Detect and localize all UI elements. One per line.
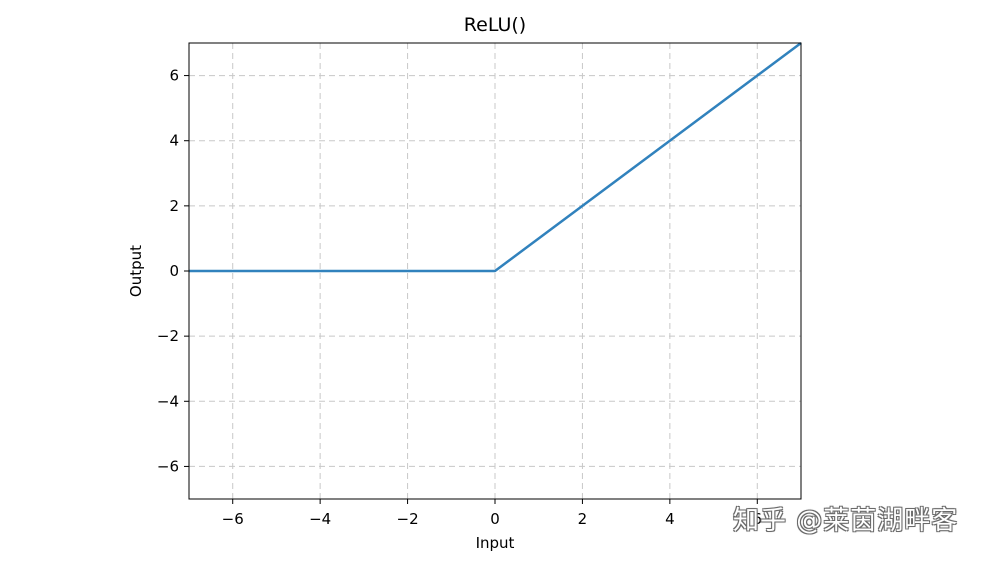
- grid-layer: [189, 43, 801, 499]
- x-tick-label: 2: [578, 510, 588, 528]
- y-tick-label: 0: [169, 262, 179, 280]
- y-tick-label: 6: [169, 67, 179, 85]
- chart-title: ReLU(): [464, 14, 526, 36]
- y-axis-label: Output: [127, 245, 145, 297]
- line-layer: [189, 41, 802, 273]
- x-tick-label: 0: [490, 510, 500, 528]
- x-tick-label: −6: [222, 510, 244, 528]
- y-tick-label: −2: [157, 327, 179, 345]
- tick-layer: −6 −4 −2 0 2 4 6 −6 −4 −2 0 2 4 6: [157, 67, 762, 528]
- x-tick-label: 6: [753, 510, 763, 528]
- x-tick-label: −2: [397, 510, 419, 528]
- relu-series-line: [189, 41, 802, 273]
- y-tick-label: 4: [169, 132, 179, 150]
- x-tick-label: −4: [309, 510, 331, 528]
- y-tick-label: −4: [157, 392, 179, 410]
- y-tick-label: 2: [169, 197, 179, 215]
- y-tick-label: −6: [157, 457, 179, 475]
- x-axis-label: Input: [476, 534, 515, 552]
- x-tick-label: 4: [665, 510, 675, 528]
- watermark-text: 知乎 @莱茵湖畔客: [733, 506, 959, 536]
